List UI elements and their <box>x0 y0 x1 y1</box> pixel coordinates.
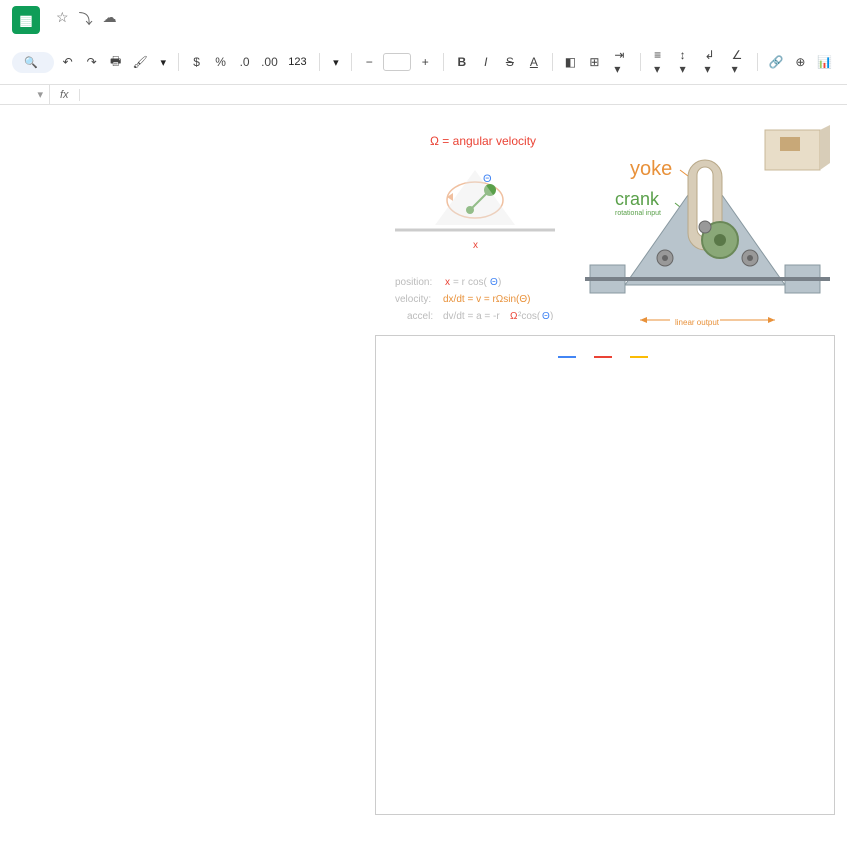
zoom-dropdown[interactable]: ▾ <box>154 54 170 71</box>
bold-icon[interactable]: B <box>452 51 472 73</box>
cloud-icon[interactable]: ☁ <box>103 9 117 29</box>
svg-text:): ) <box>498 277 501 288</box>
move-icon[interactable]: ⤵ <box>79 9 93 29</box>
motion-chart[interactable] <box>375 335 835 815</box>
strike-icon[interactable]: S <box>500 51 520 73</box>
name-box[interactable]: ▾ <box>0 85 50 104</box>
svg-text:= r: = r <box>453 277 466 288</box>
svg-text:): ) <box>550 311 553 320</box>
crank-sub: rotational input <box>615 210 661 217</box>
svg-text:dx/dt = v = rΩsin(Θ): dx/dt = v = rΩsin(Θ) <box>443 294 531 305</box>
yoke-label: yoke <box>630 158 672 180</box>
borders-icon[interactable]: ⊞ <box>584 51 604 73</box>
valign-icon[interactable]: ↕ ▾ <box>674 44 695 80</box>
percent-icon[interactable]: % <box>211 51 231 73</box>
comment-icon[interactable]: ⊕ <box>790 51 810 73</box>
chart-icon[interactable]: 📊 <box>814 51 835 73</box>
star-icon[interactable]: ☆ <box>56 9 69 29</box>
svg-text:accel:: accel: <box>407 311 433 320</box>
text-color-icon[interactable]: A <box>524 51 544 73</box>
link-icon[interactable]: 🔗 <box>766 51 787 73</box>
decimal-inc-icon[interactable]: .00 <box>259 51 281 73</box>
sheets-icon[interactable]: ▦ <box>12 6 40 34</box>
search-icon: 🔍 <box>24 56 38 69</box>
paint-format-icon[interactable]: 🖌 <box>130 51 151 73</box>
halign-icon[interactable]: ≡ ▾ <box>648 44 669 80</box>
toolbar: 🔍 ↶ ↷ 🖶 🖌 ▾ $ % .0 .00 123 ▾ − + B I S A… <box>0 40 847 85</box>
right-overlay: Ω = angular velocity Θ x position: x = r… <box>385 110 835 122</box>
svg-text:Θ: Θ <box>542 311 550 320</box>
wrap-icon[interactable]: ↲ ▾ <box>698 44 721 80</box>
crank-label: crank <box>615 189 660 209</box>
svg-text:cos(: cos( <box>468 277 488 288</box>
svg-text:²cos(: ²cos( <box>518 311 541 320</box>
svg-text:position:: position: <box>395 277 432 288</box>
more-formats[interactable]: 123 <box>284 54 310 70</box>
svg-text:Θ: Θ <box>490 277 498 288</box>
currency-icon[interactable]: $ <box>187 51 207 73</box>
undo-icon[interactable]: ↶ <box>58 51 78 73</box>
font-size-input[interactable] <box>383 53 411 71</box>
chart-plot <box>376 362 836 782</box>
font-dec-icon[interactable]: − <box>359 51 379 73</box>
svg-text:x: x <box>445 277 450 288</box>
rotate-icon[interactable]: ∠ ▾ <box>726 44 750 80</box>
menus-search[interactable]: 🔍 <box>12 52 54 73</box>
equations-diagram: Ω = angular velocity Θ x position: x = r… <box>375 130 575 320</box>
svg-text:dv/dt = a = -r: dv/dt = a = -r <box>443 311 500 320</box>
font-inc-icon[interactable]: + <box>415 51 435 73</box>
chevron-down-icon: ▾ <box>160 56 166 69</box>
print-icon[interactable]: 🖶 <box>106 48 126 77</box>
merge-icon[interactable]: ⇥ ▾ <box>608 44 631 80</box>
omega-label: Ω = angular velocity <box>430 134 536 148</box>
formula-input[interactable] <box>80 92 847 98</box>
chart-legend <box>376 356 834 358</box>
svg-text:x: x <box>473 240 478 251</box>
font-dropdown[interactable]: ▾ <box>327 54 343 71</box>
formula-bar: ▾ fx <box>0 85 847 105</box>
chart-title <box>376 336 834 356</box>
mechanism-diagram: yoke crank rotational input linear outpu… <box>585 125 835 335</box>
svg-text:velocity:: velocity: <box>395 294 431 305</box>
linear-output-label: linear output <box>675 318 720 327</box>
decimal-dec-icon[interactable]: .0 <box>235 51 255 73</box>
italic-icon[interactable]: I <box>476 51 496 73</box>
app-header: ▦ ☆ ⤵ ☁ <box>0 0 847 40</box>
fx-icon: fx <box>50 89 80 101</box>
svg-text:Ω: Ω <box>510 311 518 320</box>
redo-icon[interactable]: ↷ <box>82 51 102 73</box>
fill-color-icon[interactable]: ◧ <box>560 51 580 73</box>
